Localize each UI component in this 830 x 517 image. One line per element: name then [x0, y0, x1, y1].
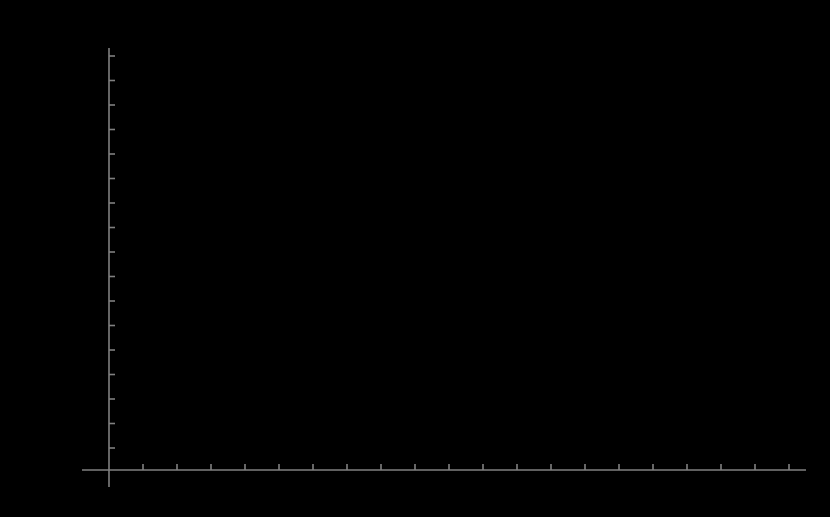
- axes-group: [82, 48, 806, 487]
